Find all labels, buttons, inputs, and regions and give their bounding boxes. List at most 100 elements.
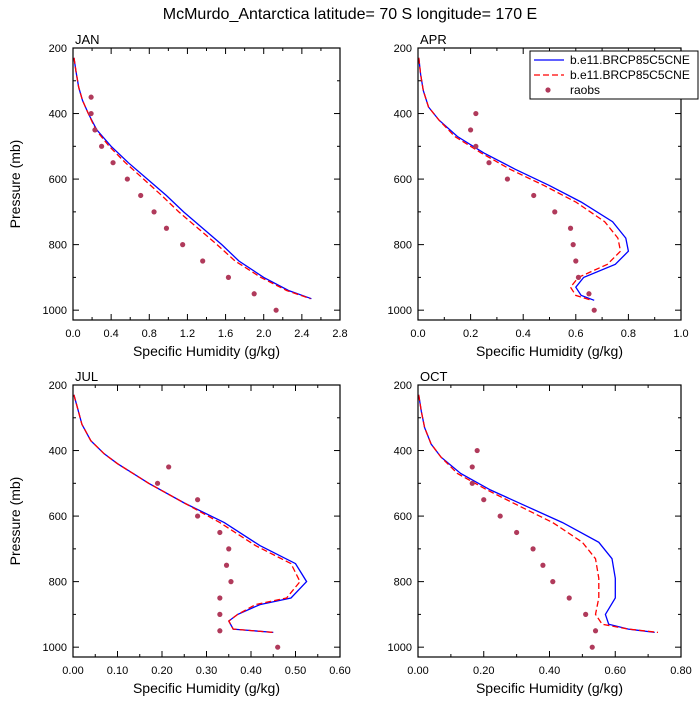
x-tick-label: 0.60: [329, 665, 350, 677]
raobs-point: [217, 529, 223, 536]
panel-title: JUL: [75, 369, 98, 384]
raobs-point: [217, 595, 223, 601]
raobs-point: [251, 291, 257, 297]
x-tick-label: 0.50: [285, 665, 306, 677]
y-tick-label: 600: [49, 511, 67, 523]
x-tick-label: 0.6: [568, 328, 583, 340]
y-tick-label: 600: [394, 174, 412, 186]
raobs-point: [583, 611, 589, 617]
raobs-point: [575, 274, 582, 280]
raobs-point: [110, 160, 116, 166]
x-tick-label: 0.30: [196, 665, 217, 677]
raobs-point: [228, 579, 234, 585]
legend-label: raobs: [570, 83, 600, 97]
x-tick-label: 1.2: [180, 328, 195, 340]
chart-panel-jan: JAN 0.0 0.4 0.8 1.2 1.6 2.0 2.4 2.8 200 400 600 800 1…: [7, 32, 348, 359]
x-tick-label: 0.40: [240, 665, 261, 677]
plot-data: [418, 394, 659, 650]
y-tick-label: 200: [49, 43, 67, 55]
raobs-point: [217, 611, 223, 617]
x-tick-label: 0.00: [407, 665, 428, 677]
panel-title: JAN: [75, 32, 100, 47]
raobs-point: [550, 579, 556, 585]
raobs-point: [514, 529, 520, 536]
x-tick-label: 2.4: [294, 328, 309, 340]
plot-frame: [417, 47, 682, 321]
raobs-point: [469, 480, 475, 486]
x-tick-label: 0.20: [473, 665, 494, 677]
x-tick-label: 0.10: [107, 665, 128, 677]
raobs-point: [481, 497, 487, 503]
chart-panel-jul: JUL 0.00 0.10 0.20 0.30 0.40 0.50 0.60 200 400 600…: [7, 369, 351, 696]
y-tick-label: 1000: [388, 642, 412, 654]
raobs-point: [504, 176, 511, 182]
legend-label: b.e11.BRCP85C5CNE: [570, 68, 690, 82]
raobs-point: [151, 209, 157, 215]
raobs-point: [469, 464, 475, 470]
raobs-point: [591, 307, 597, 313]
y-tick-label: 400: [49, 109, 67, 121]
x-tick-label: 0.8: [621, 328, 636, 340]
x-tick-label: 0.4: [516, 328, 531, 340]
raobs-point: [200, 258, 206, 264]
x-tick-label: 0.2: [463, 328, 478, 340]
raobs-point: [275, 644, 281, 650]
y-tick-label: 200: [49, 380, 67, 392]
raobs-point: [567, 225, 574, 231]
x-tick-label: 0.40: [539, 665, 560, 677]
plot-frame: [417, 384, 682, 658]
raobs-point: [573, 258, 579, 264]
raobs-point: [124, 176, 130, 182]
raobs-point: [552, 209, 558, 215]
raobs-point: [468, 127, 474, 133]
raobs-point: [486, 160, 492, 166]
x-tick-label: 2.8: [332, 328, 347, 340]
raobs-point: [154, 480, 161, 486]
y-tick-label: 200: [394, 380, 412, 392]
x-tick-label: 0.4: [103, 328, 118, 340]
raobs-point: [195, 513, 201, 519]
plot-frame: [72, 47, 341, 321]
legend-label: b.e11.BRCP85C5CNE: [570, 53, 690, 67]
y-tick-label: 800: [49, 240, 67, 252]
raobs-point: [225, 274, 232, 280]
x-tick-label: 0.20: [151, 665, 172, 677]
raobs-point: [589, 644, 595, 650]
y-axis-label: Pressure (mb): [7, 477, 23, 566]
raobs-point: [88, 94, 94, 100]
raobs-point: [166, 464, 172, 470]
raobs-point: [586, 291, 592, 297]
x-tick-label: 0.8: [142, 328, 157, 340]
panel-title: OCT: [420, 369, 448, 384]
y-tick-label: 1000: [43, 305, 67, 317]
x-tick-label: 0.0: [410, 328, 425, 340]
raobs-point: [163, 225, 170, 231]
x-axis-label: Specific Humidity (g/kg): [133, 680, 280, 696]
series-line-dashed: [418, 394, 659, 634]
y-tick-label: 800: [394, 240, 412, 252]
raobs-point: [570, 242, 576, 248]
y-axis-label: Pressure (mb): [7, 140, 23, 229]
legend-marker: [545, 87, 551, 93]
series-line-dashed: [73, 57, 311, 300]
y-tick-label: 600: [394, 511, 412, 523]
raobs-point: [530, 546, 536, 552]
raobs-point: [473, 143, 479, 149]
raobs-point: [592, 628, 599, 634]
y-tick-label: 1000: [388, 305, 412, 317]
y-tick-label: 200: [394, 43, 412, 55]
raobs-point: [217, 628, 223, 634]
raobs-point: [195, 497, 201, 503]
raobs-point: [473, 110, 479, 117]
x-axis-label: Specific Humidity (g/kg): [476, 343, 623, 359]
x-tick-label: 0.00: [62, 665, 83, 677]
raobs-point: [474, 447, 480, 454]
plot-frame: [72, 384, 341, 658]
raobs-point: [226, 546, 232, 552]
y-tick-label: 400: [394, 446, 412, 458]
y-tick-label: 400: [394, 109, 412, 121]
x-tick-label: 2.0: [256, 328, 271, 340]
